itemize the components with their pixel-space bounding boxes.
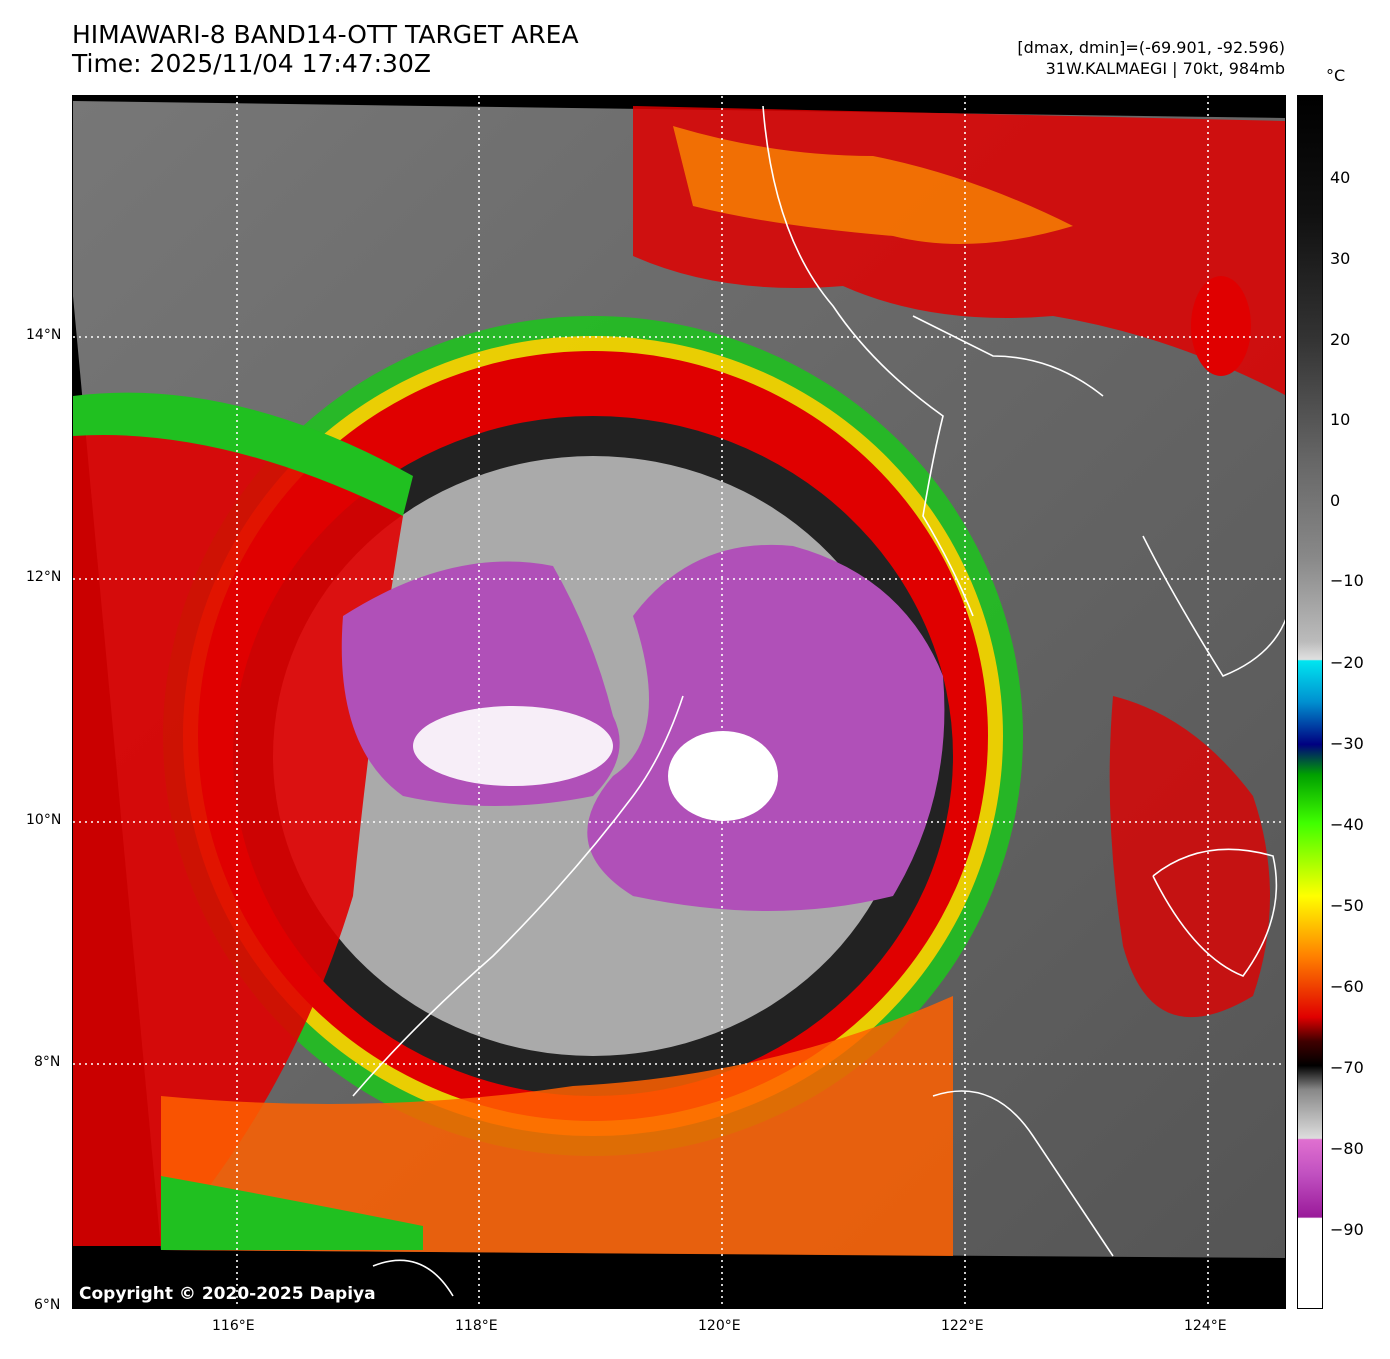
satellite-map: Copyright © 2020-2025 Dapiya (72, 95, 1286, 1309)
coastlines (352, 105, 1285, 1297)
colorbar (1297, 95, 1323, 1309)
lon-label-118: 118°E (455, 1318, 498, 1334)
gridlines (73, 96, 1285, 1308)
cold-core-east (587, 544, 945, 911)
colorbar-tick-m30: −30 (1330, 734, 1364, 753)
colorbar-tick-m20: −20 (1330, 653, 1364, 672)
colorbar-tick-m60: −60 (1330, 977, 1364, 996)
lat-label-10: 10°N (26, 812, 62, 828)
colorbar-tick-m80: −80 (1330, 1139, 1364, 1158)
lon-label-124: 124°E (1184, 1318, 1227, 1334)
lat-label-6: 6°N (34, 1297, 61, 1313)
colorbar-tick-0: 0 (1330, 491, 1341, 510)
lon-label-122: 122°E (941, 1318, 984, 1334)
colorbar-tick-40: 40 (1330, 168, 1351, 187)
title-line-1: HIMAWARI-8 BAND14-OTT TARGET AREA (72, 20, 579, 49)
lon-label-120: 120°E (698, 1318, 741, 1334)
colorbar-tick-m10: −10 (1330, 571, 1364, 590)
copyright-text: Copyright © 2020-2025 Dapiya (79, 1284, 376, 1304)
lat-label-8: 8°N (34, 1054, 61, 1070)
east-convection (1109, 696, 1270, 1018)
south-band (161, 996, 953, 1256)
colorbar-tick-20: 20 (1330, 330, 1351, 349)
lon-label-116: 116°E (212, 1318, 255, 1334)
colorbar-tick-30: 30 (1330, 249, 1351, 268)
lat-label-14: 14°N (26, 327, 62, 343)
colorbar-tick-m90: −90 (1330, 1220, 1364, 1239)
lat-label-12: 12°N (26, 569, 62, 585)
range-text: [dmax, dmin]=(-69.901, -92.596) (1017, 38, 1285, 57)
colorbar-tick-m50: −50 (1330, 896, 1364, 915)
satellite-image (73, 96, 1285, 1308)
chart-title: HIMAWARI-8 BAND14-OTT TARGET AREA Time: … (72, 20, 579, 78)
colorbar-tick-10: 10 (1330, 410, 1351, 429)
storm-info: [dmax, dmin]=(-69.901, -92.596) 31W.KALM… (1017, 37, 1285, 79)
colorbar-unit: °C (1326, 66, 1346, 85)
colorbar-tick-m40: −40 (1330, 815, 1364, 834)
storm-text: 31W.KALMAEGI | 70kt, 984mb (1045, 59, 1285, 78)
left-band (73, 422, 403, 1246)
colorbar-tick-m70: −70 (1330, 1058, 1364, 1077)
title-line-2: Time: 2025/11/04 17:47:30Z (72, 49, 431, 78)
